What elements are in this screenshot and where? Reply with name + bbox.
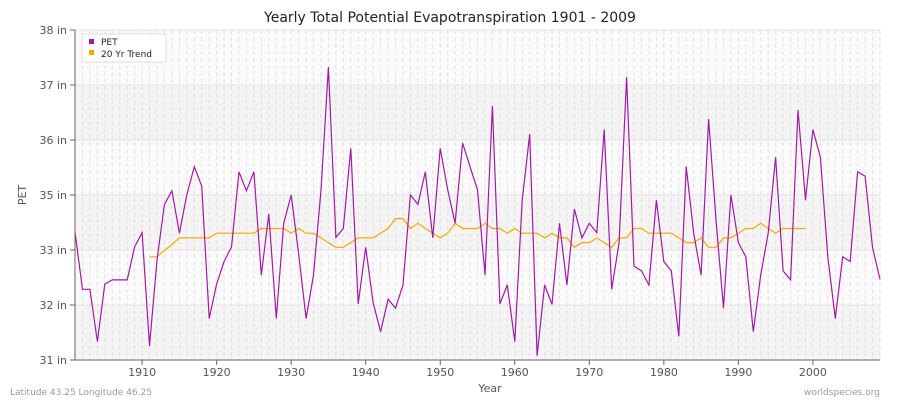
- chart-title: Yearly Total Potential Evapotranspiratio…: [263, 10, 636, 26]
- footer-location: Latitude 43.25 Longitude 46.25: [10, 388, 152, 398]
- y-tick-label: 36 in: [39, 134, 67, 147]
- legend-swatch-trend: [89, 50, 94, 55]
- pet-series-line: [74, 67, 881, 356]
- x-tick-label: 1920: [203, 366, 231, 379]
- y-tick-label: 32 in: [39, 299, 67, 312]
- x-tick-label: 1930: [277, 366, 305, 379]
- x-tick-label: 1910: [128, 366, 156, 379]
- x-tick-label: 1960: [501, 366, 529, 379]
- x-tick-label: 1980: [650, 366, 678, 379]
- y-tick-label: 33 in: [39, 244, 67, 257]
- footer-source: worldspecies.org: [804, 388, 880, 398]
- x-axis-label: Year: [477, 382, 502, 395]
- trend-series-line: [149, 218, 806, 258]
- y-tick-label: 37 in: [39, 79, 67, 92]
- x-tick-label: 1970: [575, 366, 603, 379]
- x-tick-label: 2000: [799, 366, 827, 379]
- x-tick-label: 1990: [724, 366, 752, 379]
- y-axis-label: PET: [16, 185, 29, 206]
- legend-label-trend: 20 Yr Trend: [101, 50, 152, 60]
- legend-swatch-pet: [89, 39, 94, 44]
- y-tick-label: 35 in: [39, 189, 67, 202]
- legend-box: [81, 33, 167, 63]
- y-tick-label: 38 in: [39, 24, 67, 37]
- y-tick-label: 31 in: [39, 354, 67, 367]
- x-tick-label: 1950: [426, 366, 454, 379]
- x-tick-label: 1940: [352, 366, 380, 379]
- legend-label-pet: PET: [101, 38, 118, 48]
- legend: PET 20 Yr Trend: [81, 33, 167, 63]
